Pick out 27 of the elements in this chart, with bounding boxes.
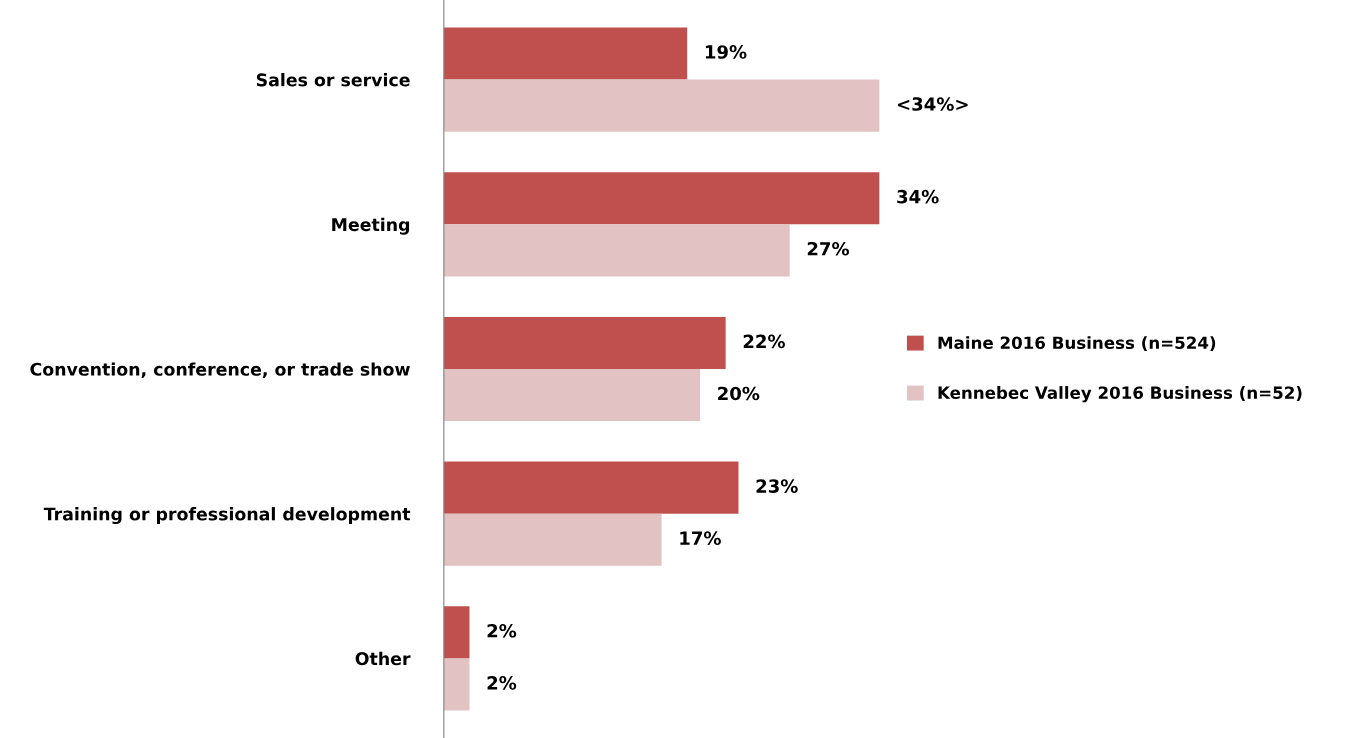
data-label: 19%	[705, 45, 747, 59]
bar	[443, 369, 701, 422]
bar	[443, 606, 470, 659]
data-label: 34%	[897, 189, 939, 204]
bar	[443, 172, 880, 225]
bar	[443, 316, 726, 369]
data-label: 20%	[718, 386, 760, 401]
y-tick-label: Other	[355, 651, 411, 666]
data-label: 2%	[487, 623, 517, 638]
data-label: 17%	[680, 531, 721, 545]
bar	[443, 461, 739, 514]
y-tick-label: Training or professional development	[43, 507, 411, 525]
bar	[443, 224, 790, 277]
bar	[443, 513, 662, 566]
data-label: 22%	[743, 334, 785, 349]
data-label: <34%>	[897, 97, 968, 111]
data-label: 2%	[487, 676, 517, 690]
data-label: 23%	[756, 479, 798, 493]
y-tick-label: Meeting	[332, 217, 410, 235]
bar	[443, 658, 470, 711]
bar	[443, 27, 688, 80]
legend-label: Maine 2016 Business (n=524)	[938, 336, 1216, 351]
legend-label: Kennebec Valley 2016 Business (n=52)	[938, 386, 1302, 403]
bar	[443, 79, 880, 132]
data-label: 27%	[807, 241, 850, 256]
y-tick-label: Convention, conference, or trade show	[30, 362, 410, 379]
y-tick-label: Sales or service	[256, 72, 410, 87]
